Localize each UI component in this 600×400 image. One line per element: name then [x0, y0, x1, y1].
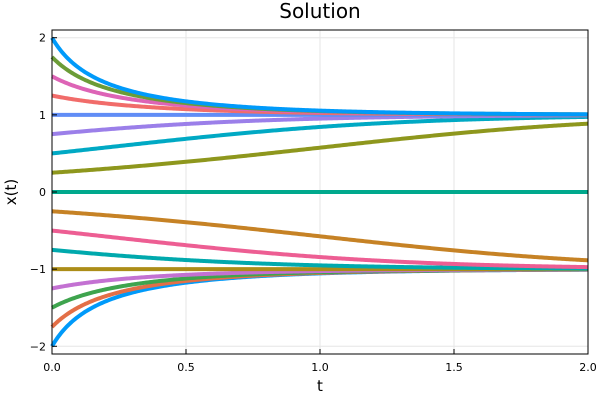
x-tick-label: 1.0 — [311, 361, 329, 374]
series-line — [51, 114, 589, 156]
x-tick-label: 0.5 — [177, 361, 195, 374]
x-tick-label: 0.0 — [43, 361, 61, 374]
series-line — [50, 36, 589, 117]
y-tick-label: −2 — [30, 340, 46, 353]
x-axis-label: t — [317, 377, 323, 395]
series-line — [51, 247, 589, 271]
series-line — [51, 209, 589, 263]
y-tick-label: 1 — [39, 109, 46, 122]
ticks: 0.0 0.5 1.0 1.5 2.0 −2 −1 0 1 2 — [30, 32, 597, 374]
series-line — [51, 121, 589, 175]
chart-title: Solution — [279, 0, 360, 23]
y-tick-label: 2 — [39, 32, 46, 45]
series-group — [50, 36, 589, 348]
x-tick-label: 2.0 — [579, 361, 597, 374]
series-line — [51, 228, 589, 270]
y-tick-label: 0 — [39, 186, 46, 199]
y-tick-label: −1 — [30, 263, 46, 276]
x-tick-label: 1.5 — [445, 361, 463, 374]
y-axis-label: x(t) — [2, 179, 20, 205]
